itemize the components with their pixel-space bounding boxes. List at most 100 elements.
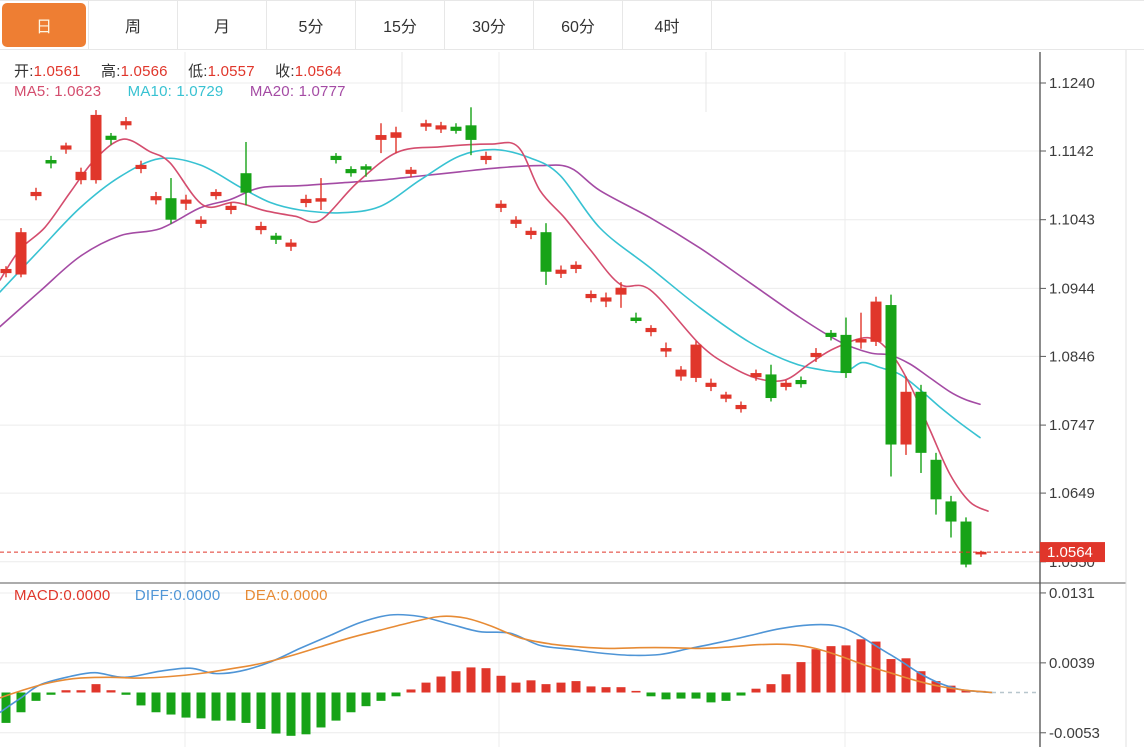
macd-hist-bar xyxy=(571,681,581,693)
candle-body xyxy=(510,219,522,224)
tab-week[interactable]: 周 xyxy=(89,1,178,49)
tab-5min[interactable]: 5分 xyxy=(267,1,356,49)
macd-hist-bar xyxy=(166,692,176,715)
macd-hist-bar xyxy=(766,684,776,693)
macd-hist-bar xyxy=(871,641,881,693)
candle-body xyxy=(195,219,207,224)
macd-hist-bar xyxy=(841,645,851,693)
tab-week-label: 周 xyxy=(124,19,141,36)
macd-hist-bar xyxy=(241,692,251,723)
macd-hist-bar xyxy=(676,692,686,699)
y-axis-tick-label: 0.0131 xyxy=(1049,585,1095,602)
macd-hist-bar xyxy=(46,692,56,695)
candle-body xyxy=(570,264,582,269)
candle-body xyxy=(360,166,372,170)
ma20-line xyxy=(0,164,981,406)
macd-hist-bar xyxy=(271,692,281,734)
ma10-line xyxy=(0,148,981,439)
tab-day[interactable]: 日 xyxy=(0,1,89,49)
candle-body xyxy=(525,230,537,235)
candle-body xyxy=(150,196,162,201)
dea-line xyxy=(0,615,993,699)
candle-body xyxy=(585,293,597,299)
candle-body xyxy=(390,132,402,138)
macd-hist-bar xyxy=(901,658,911,693)
candle-body xyxy=(495,203,507,208)
macd-hist-bar xyxy=(796,662,806,693)
macd-hist-bar xyxy=(121,692,131,695)
macd-hist-bar xyxy=(541,684,551,693)
macd-hist-bar xyxy=(811,649,821,693)
macd-hist-bar xyxy=(691,692,701,699)
macd-hist-bar xyxy=(706,692,716,703)
macd-hist-bar xyxy=(961,690,971,693)
macd-hist-bar xyxy=(631,690,641,693)
candle-body xyxy=(765,374,777,399)
candle-body xyxy=(705,382,717,387)
macd-hist-bar xyxy=(436,676,446,693)
tab-15min-label: 15分 xyxy=(383,19,417,36)
candle-body xyxy=(825,332,837,337)
candle-body xyxy=(345,169,357,174)
macd-hist-bar xyxy=(451,671,461,693)
candle-body xyxy=(660,348,672,352)
candle-body xyxy=(930,459,942,500)
y-axis-tick-label: 0.0039 xyxy=(1049,655,1095,672)
candle-body xyxy=(900,391,912,445)
candle-body xyxy=(720,394,732,399)
macd-hist-bar xyxy=(316,692,326,728)
macd-hist-bar xyxy=(211,692,221,721)
candle-body xyxy=(315,198,327,202)
macd-hist-bar xyxy=(931,681,941,693)
macd-hist-bar xyxy=(496,675,506,693)
macd-hist-bar xyxy=(151,692,161,713)
macd-hist-bar xyxy=(661,692,671,700)
macd-hist-bar xyxy=(91,684,101,693)
macd-hist-bar xyxy=(376,692,386,701)
macd-hist-bar xyxy=(826,646,836,693)
tab-15min[interactable]: 15分 xyxy=(356,1,445,49)
macd-hist-bar xyxy=(886,659,896,693)
candle-body xyxy=(0,268,12,274)
candle-body xyxy=(750,373,762,378)
candle-body xyxy=(915,391,927,453)
macd-hist-bar xyxy=(16,692,26,713)
tab-30min[interactable]: 30分 xyxy=(445,1,534,49)
tab-month[interactable]: 月 xyxy=(178,1,267,49)
candle-body xyxy=(330,155,342,161)
period-tabbar: 日 周 月 5分 15分 30分 60分 4时 xyxy=(0,0,1144,50)
macd-hist-bar xyxy=(751,688,761,693)
candle-body xyxy=(180,199,192,204)
candle-body xyxy=(435,125,447,130)
candle-body xyxy=(810,352,822,358)
macd-hist-bar xyxy=(616,687,626,693)
macd-hist-bar xyxy=(646,692,656,697)
macd-hist-bar xyxy=(781,674,791,693)
candle-body xyxy=(210,191,222,197)
tab-60min-label: 60分 xyxy=(561,19,595,36)
tab-30min-label: 30分 xyxy=(472,19,506,36)
tab-60min[interactable]: 60分 xyxy=(534,1,623,49)
y-axis-tick-label: 1.0846 xyxy=(1049,348,1095,365)
y-axis-tick-label: 1.1142 xyxy=(1049,143,1094,160)
tab-4hour[interactable]: 4时 xyxy=(623,1,712,49)
macd-hist-bar xyxy=(226,692,236,721)
candle-body xyxy=(630,317,642,322)
candle-body xyxy=(465,125,477,140)
macd-hist-bar xyxy=(286,692,296,736)
tabbar-filler xyxy=(712,1,1144,49)
macd-hist-bar xyxy=(196,692,206,719)
macd-hist-bar xyxy=(481,668,491,693)
macd-hist-bar xyxy=(601,687,611,693)
candle-body xyxy=(420,123,432,127)
candle-body xyxy=(300,198,312,204)
candle-body xyxy=(90,114,102,181)
y-axis-tick-label: 1.0747 xyxy=(1049,417,1095,434)
macd-hist-bar xyxy=(181,692,191,718)
candle-body xyxy=(105,135,117,140)
candle-body xyxy=(225,205,237,210)
macd-hist-bar xyxy=(526,680,536,693)
candle-body xyxy=(255,225,267,231)
